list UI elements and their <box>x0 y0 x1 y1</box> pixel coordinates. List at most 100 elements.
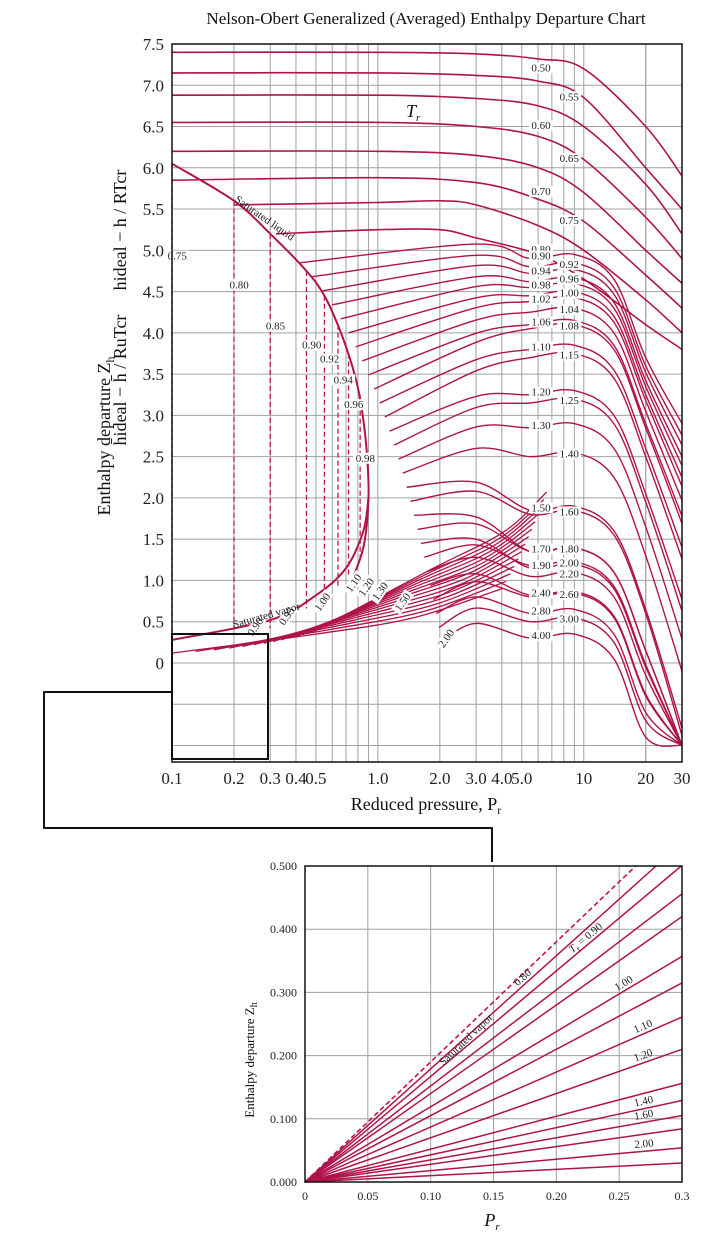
main-curve-label-bg <box>557 568 582 580</box>
inset-x-tick-label: 0.25 <box>609 1189 630 1203</box>
main-curve-label: 1.25 <box>560 395 580 407</box>
inset-x-tick-label: 0 <box>302 1189 308 1203</box>
main-curve-label: 1.04 <box>560 304 580 316</box>
main-curve-label-bg <box>529 630 554 642</box>
main-y-axis-title-text: Enthalpy departure Z <box>94 363 114 516</box>
inset-curve <box>304 1147 683 1183</box>
main-curve-label-bg <box>557 215 582 227</box>
main-curve-label: 1.02 <box>531 293 550 305</box>
main-labels: 0.50 0.55 0.60 0.65 0.70 0.75 0.80 0.85 0.90 0.92… <box>165 62 582 652</box>
inset-y-axis-title-sub: h <box>249 1002 260 1007</box>
main-curve-label: 1.06 <box>531 317 551 329</box>
main-curve-mid <box>441 622 683 747</box>
main-sat-marker-label-bg <box>353 452 378 464</box>
main-curve-liquid <box>171 121 683 260</box>
main-x-tick-label: 0.2 <box>223 769 244 788</box>
main-curve-mid <box>389 388 683 600</box>
main-x-tick-label: 0.1 <box>161 769 182 788</box>
main-curve-label-bg <box>529 293 554 305</box>
main-curve-mid <box>368 318 683 517</box>
main-y-tick-label: 5.0 <box>143 241 164 260</box>
main-x-axis-title-sub: r <box>497 803 501 817</box>
main-curve-liquid <box>275 228 683 351</box>
main-y-formula: h̄ideal − h̄ / RuTcr hideal − h / RTcr <box>110 170 130 446</box>
inset-x-tick-label: 0.05 <box>357 1189 378 1203</box>
main-chart-title: Nelson-Obert Generalized (Averaged) Enth… <box>206 9 645 28</box>
main-y-tick-label: 6.0 <box>143 159 164 178</box>
main-curve-label-bg <box>557 153 582 165</box>
main-curve-liquid <box>171 176 683 309</box>
main-sat-marker-label: 0.92 <box>320 354 339 366</box>
main-y-tick-label: 4.0 <box>143 324 164 343</box>
main-curve-label: 1.60 <box>560 506 580 518</box>
main-curve-label: 2.00 <box>560 558 580 570</box>
main-curve-mid <box>398 422 683 640</box>
main-curve-label-bg <box>529 605 554 617</box>
main-curve-label-bg <box>557 349 582 361</box>
inset-y-axis-title: Enthalpy departure Zh <box>242 1002 260 1117</box>
main-curve-label-bg <box>529 62 554 74</box>
inset-curves <box>304 865 683 1183</box>
main-curve-vapor <box>308 499 545 634</box>
main-curve-label-bg <box>529 386 554 398</box>
svg-text:Enthalpy departure Zh: Enthalpy departure Zh <box>94 357 117 516</box>
main-curve-label-bg <box>529 341 554 353</box>
main-sat-marker-label: 0.75 <box>168 251 188 263</box>
main-sat-marker-label: 0.90 <box>302 340 322 352</box>
saturated-liquid-label: Saturated liquid <box>232 193 297 243</box>
main-y-tick-label: 4.5 <box>143 283 164 302</box>
inset-x-tick-label: 0.15 <box>483 1189 504 1203</box>
main-x-tick-label: 30 <box>674 769 691 788</box>
main-curve-label-bg <box>557 304 582 316</box>
main-curve-label-bg <box>557 543 582 555</box>
inset-curve-label: 2.00 <box>634 1137 655 1151</box>
main-curve-label: 1.10 <box>531 341 551 353</box>
tr-symbol: Tr <box>406 101 421 124</box>
main-curve-label: 1.00 <box>560 288 580 300</box>
main-ticks: 7.5 7.0 6.5 6.0 5.5 5.0 4.5 4.0 3.5 3.0 2.5 2.0 1.5 1… <box>143 35 691 788</box>
main-vapor-label-bg <box>391 589 415 616</box>
inset-curve <box>304 893 683 1183</box>
main-vapor-label-bg <box>368 578 392 605</box>
main-x-tick-label: 2.0 <box>429 769 450 788</box>
zoom-connector <box>43 691 493 862</box>
inset-y-tick-label: 0.200 <box>270 1049 297 1063</box>
main-curve-label: 0.96 <box>560 274 580 286</box>
main-y-tick-label: 5.5 <box>143 200 164 219</box>
inset-curve <box>304 1048 683 1183</box>
main-frame <box>171 43 683 763</box>
main-curve-label-bg <box>557 506 582 518</box>
main-curve-mid <box>435 596 683 747</box>
main-x-axis-title: Reduced pressure, Pr <box>351 794 501 817</box>
main-curve-label: 1.50 <box>531 502 551 514</box>
inset-x-axis-title-text: P <box>483 1210 495 1230</box>
main-curve-label-bg <box>557 448 582 460</box>
main-curve-label: 2.80 <box>531 605 551 617</box>
main-curve-label: 2.60 <box>560 589 580 601</box>
inset-curve-label: 1.20 <box>632 1047 655 1065</box>
main-curve-label-bg <box>529 543 554 555</box>
main-curve-label: 2.20 <box>560 568 580 580</box>
saturated-vapor-curve <box>171 497 370 641</box>
main-curve-label-bg <box>529 316 554 328</box>
inset-x-tick-label: 0.10 <box>420 1189 441 1203</box>
inset-y-tick-label: 0.300 <box>270 985 297 999</box>
main-curve-label: 0.60 <box>531 120 551 132</box>
main-sat-marker-label-bg <box>299 339 324 351</box>
inset-y-tick-label: 0.400 <box>270 922 297 936</box>
main-vapor-label-bg <box>275 603 299 630</box>
main-curve-label: 1.80 <box>560 544 580 556</box>
main-curve-label-bg <box>529 587 554 599</box>
main-x-tick-label: 10 <box>575 769 592 788</box>
main-sat-marker-label: 0.96 <box>344 399 364 411</box>
main-x-tick-label: 4.0 <box>491 769 512 788</box>
main-curve-label-bg <box>557 613 582 625</box>
main-curve-vapor <box>313 491 548 633</box>
main-curve-label: 0.92 <box>560 259 579 271</box>
main-sat-marker-label-bg <box>263 320 288 332</box>
main-x-tick-label: 3.0 <box>465 769 486 788</box>
inset-curve <box>304 982 683 1183</box>
main-curve-label-bg <box>529 502 554 514</box>
